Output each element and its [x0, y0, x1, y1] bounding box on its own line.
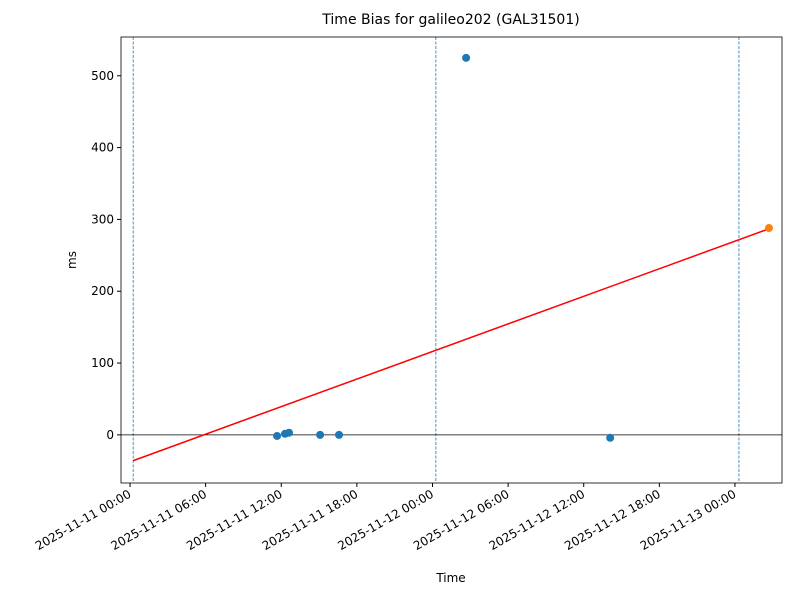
data-point [606, 433, 615, 442]
data-point [764, 224, 773, 233]
y-tick-label: 100 [91, 356, 114, 370]
plot-frame [120, 36, 783, 484]
trend-line [132, 228, 770, 462]
y-tick-label: 200 [91, 284, 114, 298]
chart-title: Time Bias for galileo202 (GAL31501) [321, 12, 579, 28]
y-axis-label: ms [65, 251, 79, 269]
y-tick-label: 400 [91, 141, 114, 155]
x-axis-label: Time [435, 571, 465, 585]
data-point [316, 430, 325, 439]
data-point [285, 428, 294, 437]
y-tick-label: 0 [106, 428, 114, 442]
y-tick-label: 300 [91, 212, 114, 226]
y-tick-label: 500 [91, 69, 114, 83]
data-point [335, 430, 344, 439]
data-point [462, 53, 471, 62]
data-point [273, 431, 282, 440]
